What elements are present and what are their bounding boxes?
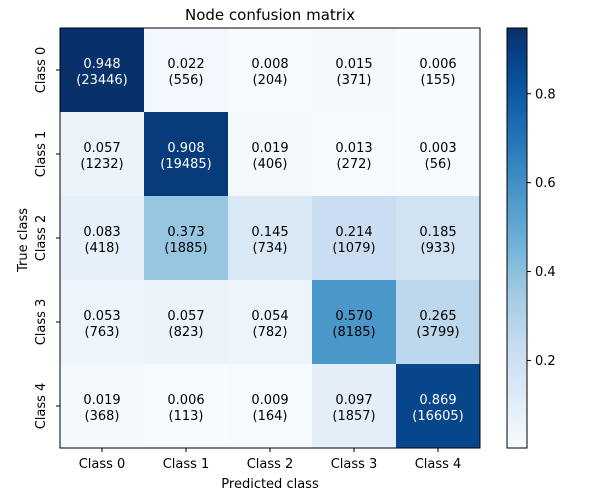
x-tick-label: Class 1	[163, 457, 210, 472]
cell-ratio-label: 0.015	[335, 57, 372, 72]
cell-count-label: (8185)	[332, 325, 375, 340]
heatmap-cell	[396, 364, 481, 449]
cell-ratio-label: 0.145	[251, 225, 288, 240]
heatmap-cell	[228, 196, 313, 281]
heatmap-cell	[144, 196, 229, 281]
cell-count-label: (204)	[253, 73, 288, 88]
cell-ratio-label: 0.185	[419, 225, 456, 240]
colorbar-tick-label: 0.6	[535, 176, 556, 191]
cell-count-label: (1857)	[332, 409, 375, 424]
cell-count-label: (406)	[253, 157, 288, 172]
cell-count-label: (371)	[337, 73, 372, 88]
cell-count-label: (272)	[337, 157, 372, 172]
cell-ratio-label: 0.570	[335, 309, 372, 324]
heatmap-cell	[228, 112, 313, 197]
heatmap-cell	[312, 28, 397, 113]
cell-count-label: (763)	[85, 325, 120, 340]
heatmap-cell	[396, 112, 481, 197]
cell-ratio-label: 0.057	[83, 141, 120, 156]
cell-ratio-label: 0.097	[335, 393, 372, 408]
cell-ratio-label: 0.057	[167, 309, 204, 324]
heatmap-cell	[228, 280, 313, 365]
cell-ratio-label: 0.948	[83, 57, 120, 72]
heatmap-cell	[60, 28, 145, 113]
heatmap-cell	[144, 280, 229, 365]
heatmap-cells: 0.948(23446)0.022(556)0.008(204)0.015(37…	[60, 28, 481, 449]
heatmap-cell	[60, 280, 145, 365]
colorbar-tick-label: 0.8	[535, 87, 556, 102]
cell-ratio-label: 0.908	[167, 141, 204, 156]
colorbar-ticks: 0.2 0.4 0.6 0.8	[527, 87, 556, 369]
cell-count-label: (1232)	[80, 157, 123, 172]
x-tick-label: Class 3	[331, 457, 378, 472]
cell-ratio-label: 0.022	[167, 57, 204, 72]
cell-count-label: (734)	[253, 241, 288, 256]
cell-count-label: (933)	[421, 241, 456, 256]
cell-ratio-label: 0.019	[251, 141, 288, 156]
heatmap-cell	[60, 364, 145, 449]
cell-count-label: (1079)	[332, 241, 375, 256]
heatmap-cell	[396, 196, 481, 281]
heatmap-cell	[396, 28, 481, 113]
cell-count-label: (782)	[253, 325, 288, 340]
y-tick-label: Class 0	[34, 47, 49, 94]
cell-ratio-label: 0.869	[419, 393, 456, 408]
cell-count-label: (16605)	[412, 409, 464, 424]
cell-ratio-label: 0.265	[419, 309, 456, 324]
x-axis-label: Predicted class	[221, 477, 319, 492]
x-tick-label: Class 2	[247, 457, 294, 472]
cell-count-label: (418)	[85, 241, 120, 256]
y-axis-ticks: Class 0 Class 1 Class 2 Class 3 Class 4	[34, 47, 60, 430]
heatmap-cell	[312, 112, 397, 197]
cell-ratio-label: 0.083	[83, 225, 120, 240]
cell-count-label: (3799)	[416, 325, 459, 340]
cell-ratio-label: 0.053	[83, 309, 120, 324]
y-axis-label: True class	[16, 208, 31, 273]
cell-ratio-label: 0.054	[251, 309, 288, 324]
heatmap-cell	[228, 364, 313, 449]
cell-ratio-label: 0.013	[335, 141, 372, 156]
y-tick-label: Class 1	[34, 131, 49, 178]
cell-count-label: (155)	[421, 73, 456, 88]
x-axis-ticks: Class 0 Class 1 Class 2 Class 3 Class 4	[79, 448, 462, 472]
cell-count-label: (19485)	[160, 157, 212, 172]
cell-ratio-label: 0.008	[251, 57, 288, 72]
y-tick-label: Class 3	[34, 299, 49, 346]
cell-count-label: (1885)	[164, 241, 207, 256]
heatmap-cell	[60, 112, 145, 197]
heatmap-cell	[144, 364, 229, 449]
heatmap-cell	[312, 364, 397, 449]
cell-ratio-label: 0.006	[167, 393, 204, 408]
heatmap-cell	[60, 196, 145, 281]
heatmap-cell	[228, 28, 313, 113]
colorbar-tick-label: 0.4	[535, 265, 556, 280]
heatmap-cell	[312, 196, 397, 281]
heatmap-cell	[312, 280, 397, 365]
cell-ratio-label: 0.006	[419, 57, 456, 72]
x-tick-label: Class 4	[415, 457, 462, 472]
x-tick-label: Class 0	[79, 457, 126, 472]
chart-title: Node confusion matrix	[185, 6, 355, 24]
y-tick-label: Class 4	[34, 383, 49, 430]
cell-count-label: (23446)	[76, 73, 128, 88]
cell-count-label: (113)	[169, 409, 204, 424]
cell-count-label: (164)	[253, 409, 288, 424]
cell-ratio-label: 0.009	[251, 393, 288, 408]
colorbar	[506, 27, 528, 449]
cell-ratio-label: 0.214	[335, 225, 372, 240]
cell-ratio-label: 0.003	[419, 141, 456, 156]
cell-count-label: (556)	[169, 73, 204, 88]
cell-count-label: (56)	[425, 157, 452, 172]
heatmap-cell	[396, 280, 481, 365]
heatmap-cell	[144, 112, 229, 197]
cell-count-label: (368)	[85, 409, 120, 424]
cell-count-label: (823)	[169, 325, 204, 340]
colorbar-tick-label: 0.2	[535, 354, 556, 369]
y-tick-label: Class 2	[34, 215, 49, 262]
cell-ratio-label: 0.019	[83, 393, 120, 408]
heatmap-cell	[144, 28, 229, 113]
cell-ratio-label: 0.373	[167, 225, 204, 240]
